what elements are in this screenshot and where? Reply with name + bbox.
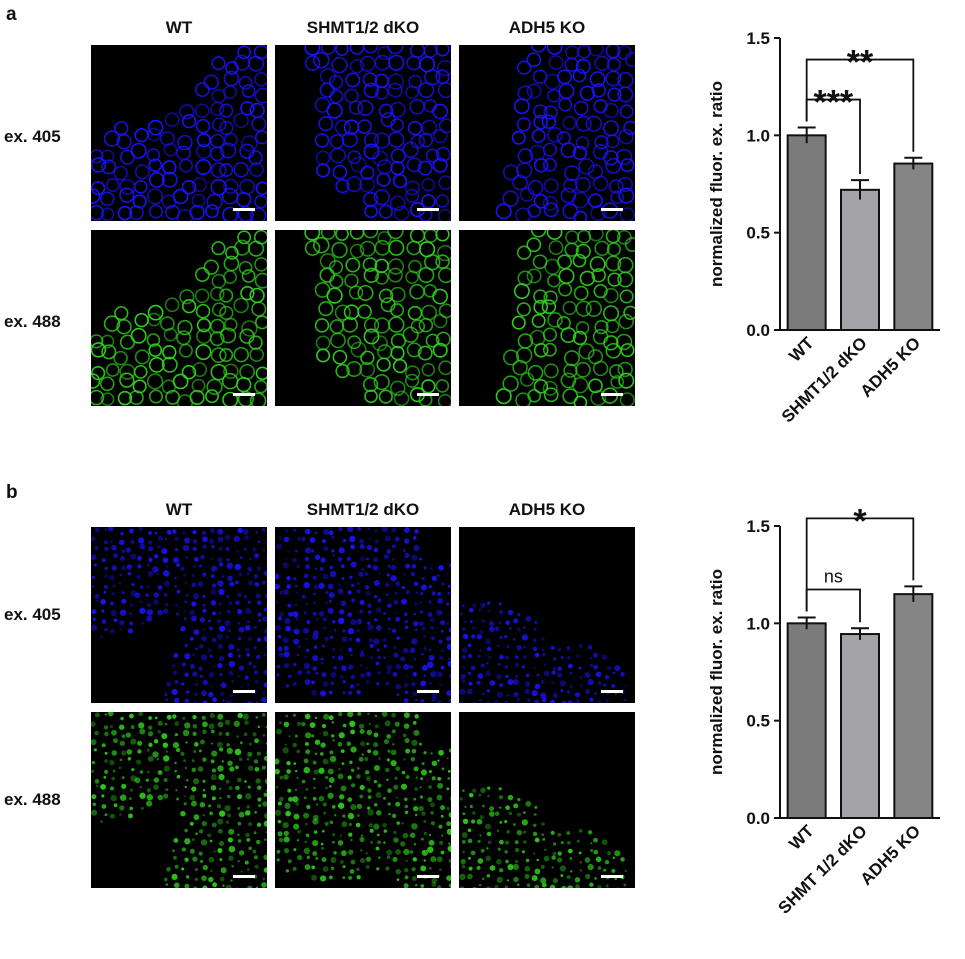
scale-bar bbox=[417, 393, 439, 396]
x-tick-label-0: WT bbox=[785, 333, 818, 366]
bar-0 bbox=[786, 134, 827, 332]
scale-bar bbox=[601, 208, 623, 211]
panel-letter-b: b bbox=[6, 482, 18, 503]
y-tick-label: 0.0 bbox=[746, 321, 770, 340]
y-axis-label: normalized fluor. ex. ratio bbox=[707, 81, 726, 287]
bar-chart-a: 0.0 0.5 1.0 1.5 normalized fluor. ex. ratio W… bbox=[707, 29, 940, 426]
micrograph-b-adh5-405 bbox=[459, 527, 635, 703]
scale-bar bbox=[233, 208, 255, 211]
micrograph-b-wt-488 bbox=[91, 712, 267, 888]
row-label-ex488: ex. 488 bbox=[4, 790, 61, 809]
row-label-ex405: ex. 405 bbox=[4, 605, 61, 624]
micrograph-a-adh5-405 bbox=[459, 45, 635, 221]
y-tick-label: 1.0 bbox=[746, 126, 770, 145]
column-label-wt: WT bbox=[165, 18, 193, 37]
scale-bar bbox=[233, 690, 255, 693]
significance-label-0: *** bbox=[813, 84, 853, 122]
scale-bar bbox=[233, 393, 255, 396]
micrograph-a-wt-488 bbox=[91, 230, 267, 406]
column-label-adh5: ADH5 KO bbox=[508, 500, 586, 519]
micrograph-b-wt-405 bbox=[91, 527, 267, 703]
micrograph-b-shmt-405 bbox=[275, 527, 451, 703]
row-label-ex488: ex. 488 bbox=[4, 312, 61, 331]
panel-letter-a: a bbox=[6, 4, 17, 25]
micrograph-a-shmt-405 bbox=[275, 45, 451, 221]
y-tick-label: 1.0 bbox=[746, 614, 770, 633]
column-label-adh5: ADH5 KO bbox=[508, 18, 586, 37]
bar-chart-b: 0.0 0.5 1.0 1.5 normalized fluor. ex. ratio W… bbox=[707, 508, 940, 918]
column-label-shmt: SHMT1/2 dKO bbox=[306, 500, 420, 519]
micrograph-a-wt-405 bbox=[91, 45, 267, 221]
y-tick-label: 0.0 bbox=[746, 809, 770, 828]
significance-bracket-1 bbox=[805, 58, 915, 152]
row-label-ex405: ex. 405 bbox=[4, 127, 61, 146]
micrograph-a-shmt-488 bbox=[275, 230, 451, 406]
bar-0 bbox=[786, 622, 827, 820]
scale-bar bbox=[233, 875, 255, 878]
scale-bar bbox=[417, 875, 439, 878]
bar-1 bbox=[840, 633, 880, 820]
y-tick-label: 1.5 bbox=[746, 517, 770, 536]
bar-2 bbox=[893, 162, 934, 331]
column-label-shmt: SHMT1/2 dKO bbox=[306, 18, 420, 37]
y-axis-label: normalized fluor. ex. ratio bbox=[707, 569, 726, 775]
micrograph-b-shmt-488 bbox=[275, 712, 451, 888]
y-tick-label: 0.5 bbox=[746, 224, 770, 243]
significance-label-1: ** bbox=[847, 44, 874, 82]
significance-label-0: ns bbox=[824, 566, 843, 586]
significance-bracket-1 bbox=[805, 517, 915, 612]
scale-bar bbox=[601, 875, 623, 878]
micrograph-b-adh5-488 bbox=[459, 712, 635, 888]
y-tick-label: 1.5 bbox=[746, 29, 770, 48]
x-tick-label-0: WT bbox=[785, 821, 818, 854]
scale-bar bbox=[601, 690, 623, 693]
bar-1 bbox=[840, 188, 880, 331]
micrograph-a-adh5-488 bbox=[459, 230, 635, 406]
scale-bar bbox=[417, 208, 439, 211]
significance-label-1: * bbox=[853, 508, 867, 540]
column-label-wt: WT bbox=[165, 500, 193, 519]
y-tick-label: 0.5 bbox=[746, 712, 770, 731]
bar-2 bbox=[893, 593, 934, 819]
scale-bar bbox=[417, 690, 439, 693]
scale-bar bbox=[601, 393, 623, 396]
